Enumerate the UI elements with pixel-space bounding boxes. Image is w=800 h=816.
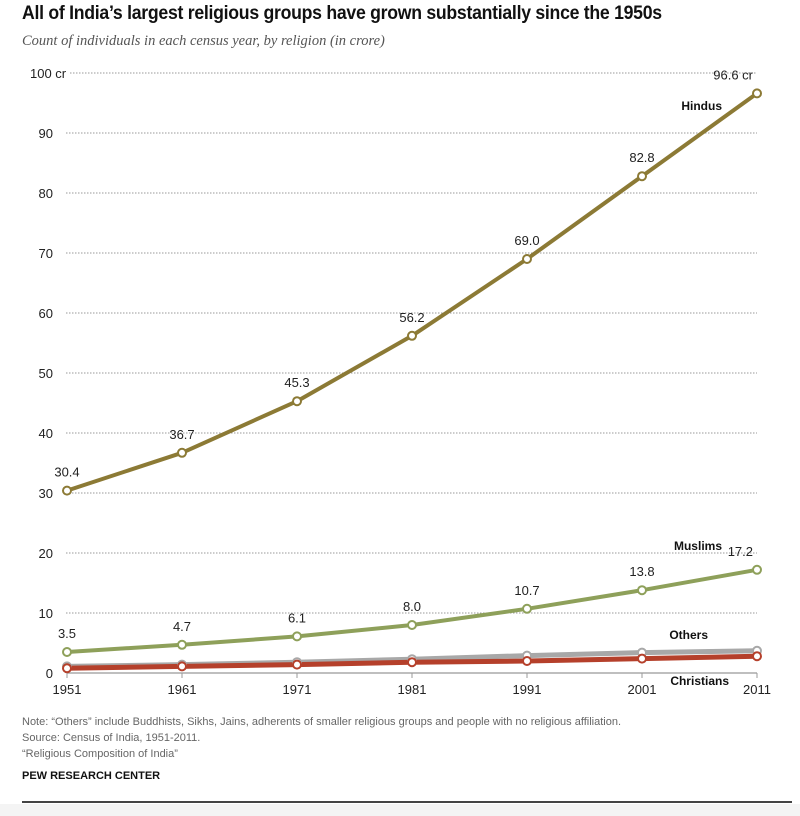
data-point-christians [407,657,417,668]
data-point-hindus [407,330,417,341]
x-tick-label: 1991 [513,682,542,697]
series-name-christians: Christians [670,674,729,688]
data-point-hindus [752,88,762,99]
x-tick-label: 1971 [283,682,312,697]
x-tick-label: 1961 [168,682,197,697]
data-point-hindus [637,171,647,182]
data-point-muslims [522,603,532,614]
y-tick-label: 40 [39,426,53,441]
data-point-hindus [62,485,72,496]
y-tick-label: 50 [39,366,53,381]
x-axis-labels: 1951 1961 1971 1981 1991 2001 2011 [53,682,771,697]
gridlines [66,72,757,614]
data-label-hindus: 69.0 [514,233,539,248]
x-tick-label: 2011 [743,682,771,697]
y-tick-label: 70 [39,246,53,261]
y-tick-label: 80 [39,186,53,201]
source-text: Source: Census of India, 1951-2011. [22,732,201,744]
data-point-christians [637,653,647,664]
data-label-hindus: 96.6 cr [713,67,753,82]
data-label-hindus: 82.8 [629,150,654,165]
data-point-muslims [62,647,72,657]
data-label-muslims: 8.0 [403,599,421,614]
data-point-hindus [522,254,532,264]
y-tick-label: 20 [39,546,53,561]
data-label-hindus: 56.2 [399,310,424,325]
y-tick-label: 90 [39,126,53,141]
series-name-hindus: Hindus [681,99,722,113]
chart-title: All of India’s largest religious groups … [22,3,662,24]
series-name-others: Others [669,628,708,642]
data-point-muslims [407,620,417,630]
data-label-muslims: 3.5 [58,626,76,641]
footnotes: Note: “Others” include Buddhists, Sikhs,… [22,714,621,762]
bottom-band [0,804,800,816]
y-axis-labels: 0 10 20 30 40 50 60 70 80 90 100 cr [30,66,67,681]
data-point-muslims [752,564,762,575]
data-point-muslims [292,631,302,642]
data-point-christians [522,656,532,666]
brand-label: PEW RESEARCH CENTER [22,770,161,782]
data-point-muslims [177,639,187,650]
data-point-hindus [177,447,187,458]
series-name-muslims: Muslims [674,539,722,553]
y-tick-label: 10 [39,606,53,621]
data-point-muslims [637,585,647,596]
series-lines [66,91,759,671]
y-tick-label: 100 cr [30,66,67,81]
y-tick-label: 0 [46,666,53,681]
x-tick-label: 1981 [398,682,427,697]
bottom-divider [22,801,792,803]
series-names: Hindus Muslims Others Christians [669,99,729,688]
series-points [62,88,762,674]
data-point-christians [752,651,762,662]
x-tick-label: 1951 [53,682,82,697]
data-point-christians [177,661,187,672]
data-label-muslims: 13.8 [629,564,654,579]
data-labels: 3.5 4.7 6.1 8.0 10.7 13.8 17.2 30.4 36.7 45.3 56.2… [54,67,753,641]
data-label-muslims: 10.7 [514,583,539,598]
x-tick-label: 2001 [628,682,657,697]
x-axis [66,672,758,678]
data-point-hindus [292,396,302,407]
data-label-muslims: 17.2 [728,544,753,559]
report-text: “Religious Composition of India” [22,748,178,760]
data-point-christians [62,663,72,674]
chart-subtitle: Count of individuals in each census year… [22,33,385,49]
data-label-muslims: 6.1 [288,610,306,625]
y-tick-label: 30 [39,486,53,501]
data-point-christians [292,659,302,670]
data-label-hindus: 45.3 [284,375,309,390]
data-label-hindus: 36.7 [169,427,194,442]
data-label-hindus: 30.4 [54,465,79,480]
y-tick-label: 60 [39,306,53,321]
data-label-muslims: 4.7 [173,619,191,634]
note-text: Note: “Others” include Buddhists, Sikhs,… [22,716,622,728]
